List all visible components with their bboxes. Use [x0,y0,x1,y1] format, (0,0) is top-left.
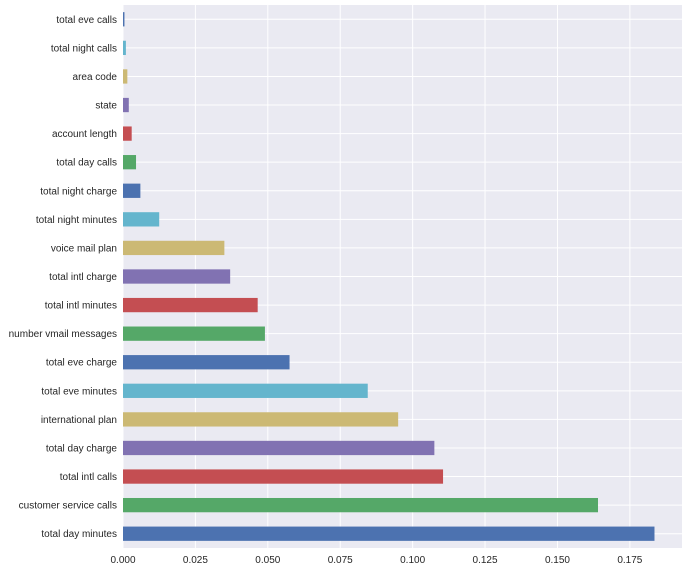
y-tick-label: voice mail plan [51,243,117,254]
bar-area-code [123,69,128,84]
y-tick-label: area code [73,72,118,83]
x-tick-label: 0.050 [255,555,280,566]
bar-total-intl-minutes [123,297,258,313]
y-tick-label: total night minutes [36,215,117,226]
y-tick-label: total day calls [56,158,117,169]
y-tick-label: total eve charge [46,358,118,369]
y-tick-label: state [95,101,117,112]
bar-state [123,97,129,113]
y-tick-label: total night charge [40,186,117,197]
y-tick-label: total night calls [51,43,117,54]
bar-total-intl-charge [123,269,231,284]
bar-total-eve-calls [123,12,125,27]
y-tick-label: total day minutes [41,529,117,540]
x-tick-label: 0.025 [183,555,208,566]
bar-international-plan [123,412,399,427]
y-tick-label: total day charge [46,443,118,454]
bar-customer-service-calls [123,497,599,513]
bar-total-night-minutes [123,212,160,227]
x-tick-label: 0.175 [617,555,642,566]
bar-total-day-calls [123,155,137,170]
bar-account-length [123,126,132,141]
bars [123,12,655,541]
bar-total-night-charge [123,183,141,198]
x-tick-label: 0.000 [110,555,135,566]
x-tick-label: 0.075 [328,555,353,566]
bar-voice-mail-plan [123,240,225,256]
bar-number-vmail-messages [123,326,265,341]
bar-total-eve-minutes [123,383,368,398]
y-tick-label: customer service calls [19,501,117,512]
y-tick-label: total eve minutes [41,386,117,397]
x-tick-label: 0.100 [400,555,425,566]
y-tick-label: number vmail messages [9,329,117,340]
bar-total-day-charge [123,440,435,456]
bar-total-eve-charge [123,355,290,370]
y-tick-label: international plan [41,415,117,426]
y-tick-label: account length [52,129,117,140]
bar-total-night-calls [123,40,126,56]
bar-total-intl-calls [123,469,444,484]
x-tick-labels: 0.000 0.025 0.050 0.075 0.100 0.125 0.150 0.175 [110,555,642,566]
y-tick-label: total eve calls [56,15,117,26]
bar-total-day-minutes [123,526,655,541]
x-tick-label: 0.150 [545,555,570,566]
x-tick-label: 0.125 [473,555,498,566]
y-tick-label: total intl minutes [45,301,117,312]
y-tick-labels: total day minutes customer service calls t… [9,15,118,540]
y-tick-label: total intl calls [60,472,117,483]
y-tick-label: total intl charge [49,272,117,283]
